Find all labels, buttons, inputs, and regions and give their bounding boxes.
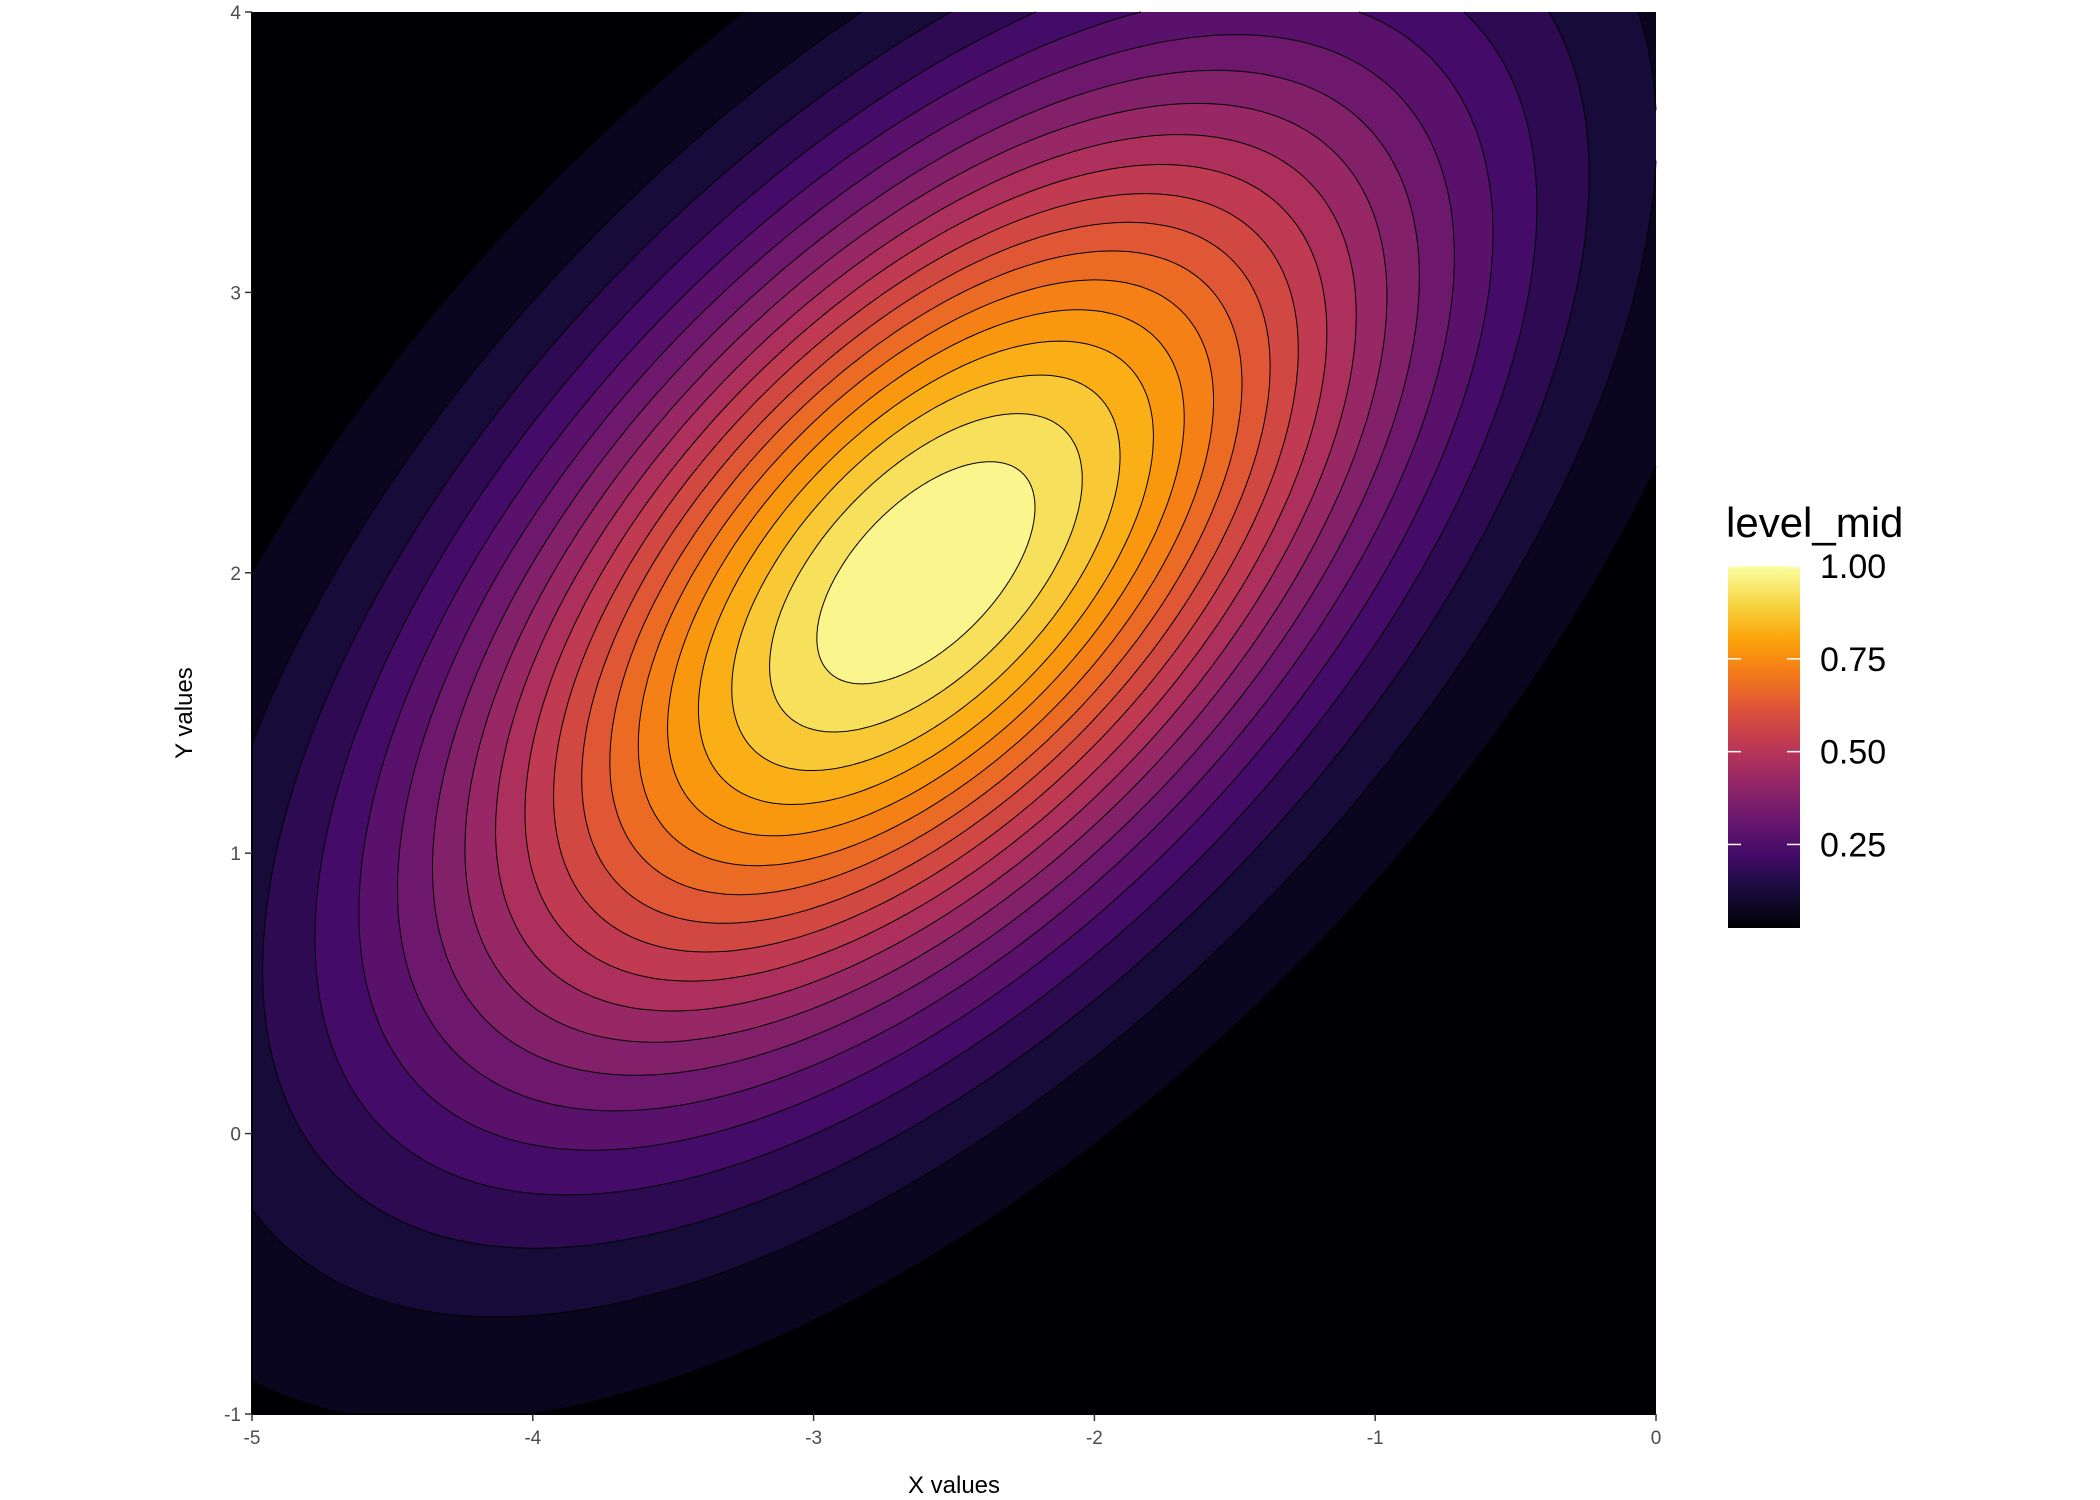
contour-line-0.95 bbox=[816, 461, 1036, 685]
y-axis-ticks: -1 0 1 2 3 4 bbox=[224, 3, 252, 1426]
y-tick-label: 1 bbox=[230, 844, 241, 865]
y-tick-label: 3 bbox=[230, 283, 241, 304]
legend: level_mid 1.00 0.75 0.50 0.25 bbox=[1726, 499, 1903, 928]
contour-line-0.5 bbox=[524, 164, 1328, 982]
x-tick-label: 0 bbox=[1651, 1428, 1662, 1449]
contour-line-0.25 bbox=[358, 11, 1494, 1151]
contour-line-0.9 bbox=[769, 413, 1083, 733]
contour-lines bbox=[251, 11, 1657, 1415]
legend-label: 0.50 bbox=[1820, 734, 1886, 772]
contour-line-0.1 bbox=[251, 11, 1657, 1318]
contour-line-0.55 bbox=[553, 193, 1299, 953]
contour-line-0.35 bbox=[432, 69, 1420, 1076]
contour-line-0.2 bbox=[314, 11, 1538, 1196]
y-tick-label: 0 bbox=[230, 1125, 241, 1146]
legend-label: 0.75 bbox=[1820, 641, 1886, 679]
contour-line-0.3 bbox=[396, 34, 1455, 1112]
y-tick-label: 4 bbox=[230, 3, 241, 24]
legend-label: 1.00 bbox=[1820, 548, 1886, 586]
contour-line-0.65 bbox=[609, 250, 1243, 896]
y-axis-title: Y values bbox=[171, 667, 198, 759]
x-tick-label: -1 bbox=[1367, 1428, 1384, 1449]
contour-bands bbox=[252, 12, 1656, 1414]
y-tick-label: -1 bbox=[224, 1405, 241, 1426]
contour-line-0.4 bbox=[464, 102, 1388, 1043]
x-axis-ticks: -5 -4 -3 -2 -1 0 bbox=[244, 1414, 1662, 1449]
contour-line-0.15 bbox=[262, 11, 1590, 1249]
legend-colorbar bbox=[1728, 566, 1800, 928]
contour-line-0.7 bbox=[637, 279, 1214, 867]
x-tick-label: -4 bbox=[524, 1428, 541, 1449]
x-tick-label: -3 bbox=[805, 1428, 822, 1449]
x-tick-label: -5 bbox=[244, 1428, 261, 1449]
contour-line-0.85 bbox=[731, 374, 1121, 771]
plot-panel bbox=[251, 11, 1657, 1415]
contour-line-0.45 bbox=[495, 134, 1357, 1012]
legend-title: level_mid bbox=[1726, 499, 1903, 546]
legend-ticks: 1.00 0.75 0.50 0.25 bbox=[1728, 548, 1886, 864]
x-tick-label: -2 bbox=[1086, 1428, 1103, 1449]
contour-line-0.6 bbox=[581, 221, 1271, 924]
y-tick-label: 2 bbox=[230, 564, 241, 585]
contour-band-0.95 bbox=[816, 461, 1035, 684]
x-axis-title: X values bbox=[908, 1472, 1000, 1499]
contour-line-0.8 bbox=[697, 340, 1154, 806]
contour-line-0.05 bbox=[251, 11, 1657, 1415]
contour-line-0.75 bbox=[667, 309, 1185, 837]
legend-label: 0.25 bbox=[1820, 826, 1886, 864]
